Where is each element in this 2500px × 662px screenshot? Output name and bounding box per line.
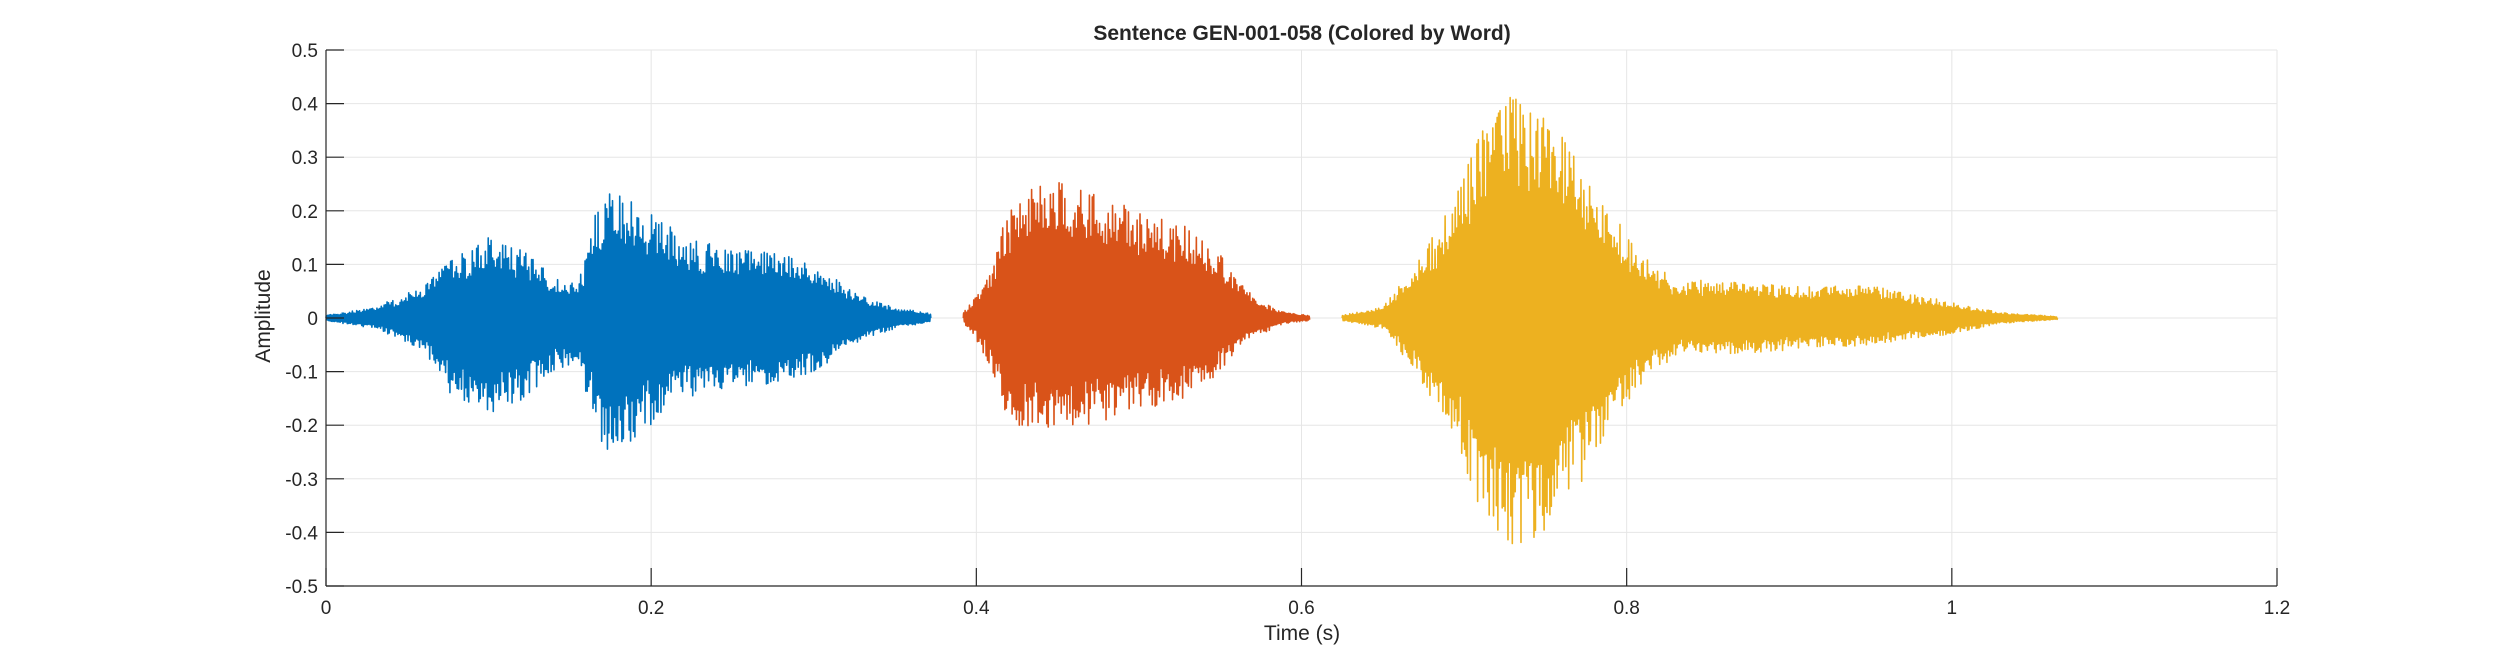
- y-tick-label: 0.2: [292, 202, 318, 223]
- x-tick-label: 0.4: [963, 598, 990, 619]
- x-axis-label: Time (s): [1264, 622, 1340, 645]
- y-tick-label: 0.5: [292, 41, 318, 62]
- series-layer: [325, 96, 2059, 545]
- x-tick-label: 0.2: [638, 598, 664, 619]
- y-tick-label: -0.3: [285, 470, 318, 491]
- y-tick-label: -0.2: [285, 416, 318, 437]
- waveform-series-3: [1341, 96, 2059, 545]
- x-tick-label: 0: [321, 598, 332, 619]
- y-tick-label: -0.1: [285, 363, 318, 384]
- waveform-series-1: [325, 193, 932, 450]
- x-tick-label: 1: [1947, 598, 1958, 619]
- waveform-series-2: [962, 181, 1311, 428]
- y-tick-label: -0.4: [285, 523, 318, 544]
- y-tick-label: -0.5: [285, 577, 318, 598]
- x-tick-label: 0.6: [1288, 598, 1314, 619]
- y-tick-label: 0.1: [292, 255, 318, 276]
- y-tick-label: 0.3: [292, 148, 318, 169]
- ticks-layer: 0 0.2 0.4 0.6 0.8 1 1.2 0.5 0.4 0.3 0.2 0.1 0 -0.1 -0.…: [285, 41, 2290, 619]
- y-tick-label: 0: [307, 309, 318, 330]
- y-axis-label: Amplitude: [252, 269, 275, 362]
- x-tick-label: 1.2: [2264, 598, 2290, 619]
- y-tick-label: 0.4: [292, 95, 319, 116]
- chart-title: Sentence GEN-001-058 (Colored by Word): [1093, 22, 1510, 45]
- x-tick-label: 0.8: [1613, 598, 1639, 619]
